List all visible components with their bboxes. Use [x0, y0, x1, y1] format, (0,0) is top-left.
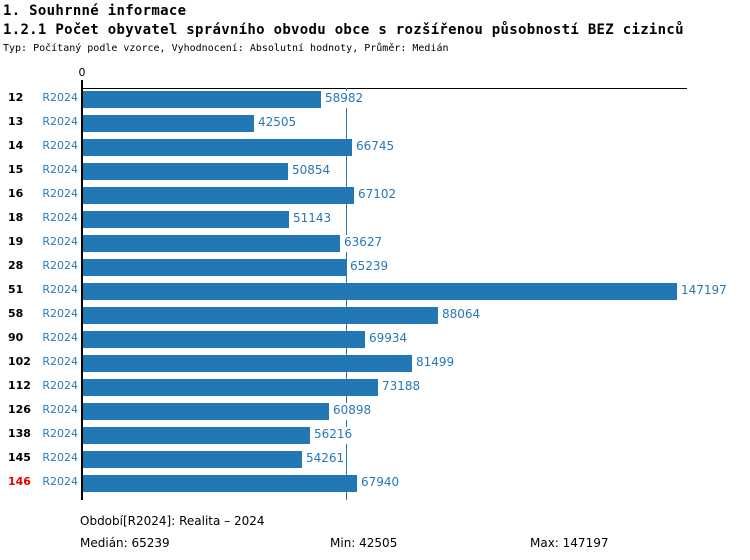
bar-value-label: 56216: [313, 427, 355, 444]
row-series-label: R2024: [42, 91, 78, 104]
row-series-label: R2024: [42, 115, 78, 128]
row-series-label: R2024: [42, 259, 78, 272]
row-series-label: R2024: [42, 235, 78, 248]
row-category-label: 51: [8, 283, 24, 296]
y-axis-line: [81, 80, 83, 500]
bar-value-label: 65239: [349, 259, 391, 276]
bar: [83, 187, 354, 204]
row-category-label: 102: [8, 355, 31, 368]
row-series-label: R2024: [42, 283, 78, 296]
footer-max: Max: 147197: [530, 536, 609, 550]
bar: [83, 139, 352, 156]
bar: [83, 427, 310, 444]
bar-value-label: 66745: [355, 139, 397, 156]
bar-value-label: 88064: [441, 307, 483, 324]
bar: [83, 355, 412, 372]
bar: [83, 259, 346, 276]
x-axis-zero-label: 0: [78, 66, 86, 79]
row-category-label: 13: [8, 115, 24, 128]
row-category-label: 90: [8, 331, 24, 344]
row-series-label: R2024: [42, 163, 78, 176]
footer-min: Min: 42505: [330, 536, 398, 550]
bar-value-label: 50854: [291, 163, 333, 180]
row-category-label: 112: [8, 379, 31, 392]
bar: [83, 163, 288, 180]
bar: [83, 235, 340, 252]
bar: [83, 379, 378, 396]
bar: [83, 307, 438, 324]
bar: [83, 283, 677, 300]
bar: [83, 403, 329, 420]
bar-value-label: 60898: [332, 403, 374, 420]
bar: [83, 475, 357, 492]
row-series-label: R2024: [42, 307, 78, 320]
row-category-label: 14: [8, 139, 24, 152]
row-series-label: R2024: [42, 403, 78, 416]
row-category-label: 12: [8, 91, 24, 104]
row-category-label: 126: [8, 403, 31, 416]
bar: [83, 91, 321, 108]
row-series-label: R2024: [42, 187, 78, 200]
bar-value-label: 51143: [292, 211, 334, 228]
bar-value-label: 67102: [357, 187, 399, 204]
bar-value-label: 73188: [381, 379, 423, 396]
footer-period: Období[R2024]: Realita – 2024: [80, 514, 265, 528]
bar-value-label: 67940: [360, 475, 402, 492]
chart-meta-line: Typ: Počítaný podle vzorce, Vyhodnocení:…: [3, 43, 449, 54]
row-series-label: R2024: [42, 427, 78, 440]
row-category-label: 138: [8, 427, 31, 440]
row-series-label: R2024: [42, 475, 78, 488]
chart-subtitle: 1.2.1 Počet obyvatel správního obvodu ob…: [3, 22, 684, 38]
bar-value-label: 147197: [680, 283, 729, 300]
row-category-label: 16: [8, 187, 24, 200]
bar-value-label: 69934: [368, 331, 410, 348]
row-series-label: R2024: [42, 331, 78, 344]
x-axis-top-line: [82, 88, 687, 89]
row-series-label: R2024: [42, 211, 78, 224]
row-series-label: R2024: [42, 355, 78, 368]
bar-value-label: 42505: [257, 115, 299, 132]
bar: [83, 211, 289, 228]
bar-value-label: 81499: [415, 355, 457, 372]
row-category-label: 58: [8, 307, 24, 320]
bar-value-label: 63627: [343, 235, 385, 252]
bar: [83, 331, 365, 348]
page-title: 1. Souhrnné informace: [3, 3, 187, 19]
bar: [83, 451, 302, 468]
row-category-label: 145: [8, 451, 31, 464]
bar-value-label: 54261: [305, 451, 347, 468]
row-series-label: R2024: [42, 379, 78, 392]
row-category-label: 18: [8, 211, 24, 224]
footer-median: Medián: 65239: [80, 536, 170, 550]
bar-value-label: 58982: [324, 91, 366, 108]
row-category-label: 28: [8, 259, 24, 272]
row-series-label: R2024: [42, 451, 78, 464]
row-category-label: 146: [8, 475, 31, 488]
row-category-label: 19: [8, 235, 24, 248]
row-series-label: R2024: [42, 139, 78, 152]
bar: [83, 115, 254, 132]
row-category-label: 15: [8, 163, 24, 176]
